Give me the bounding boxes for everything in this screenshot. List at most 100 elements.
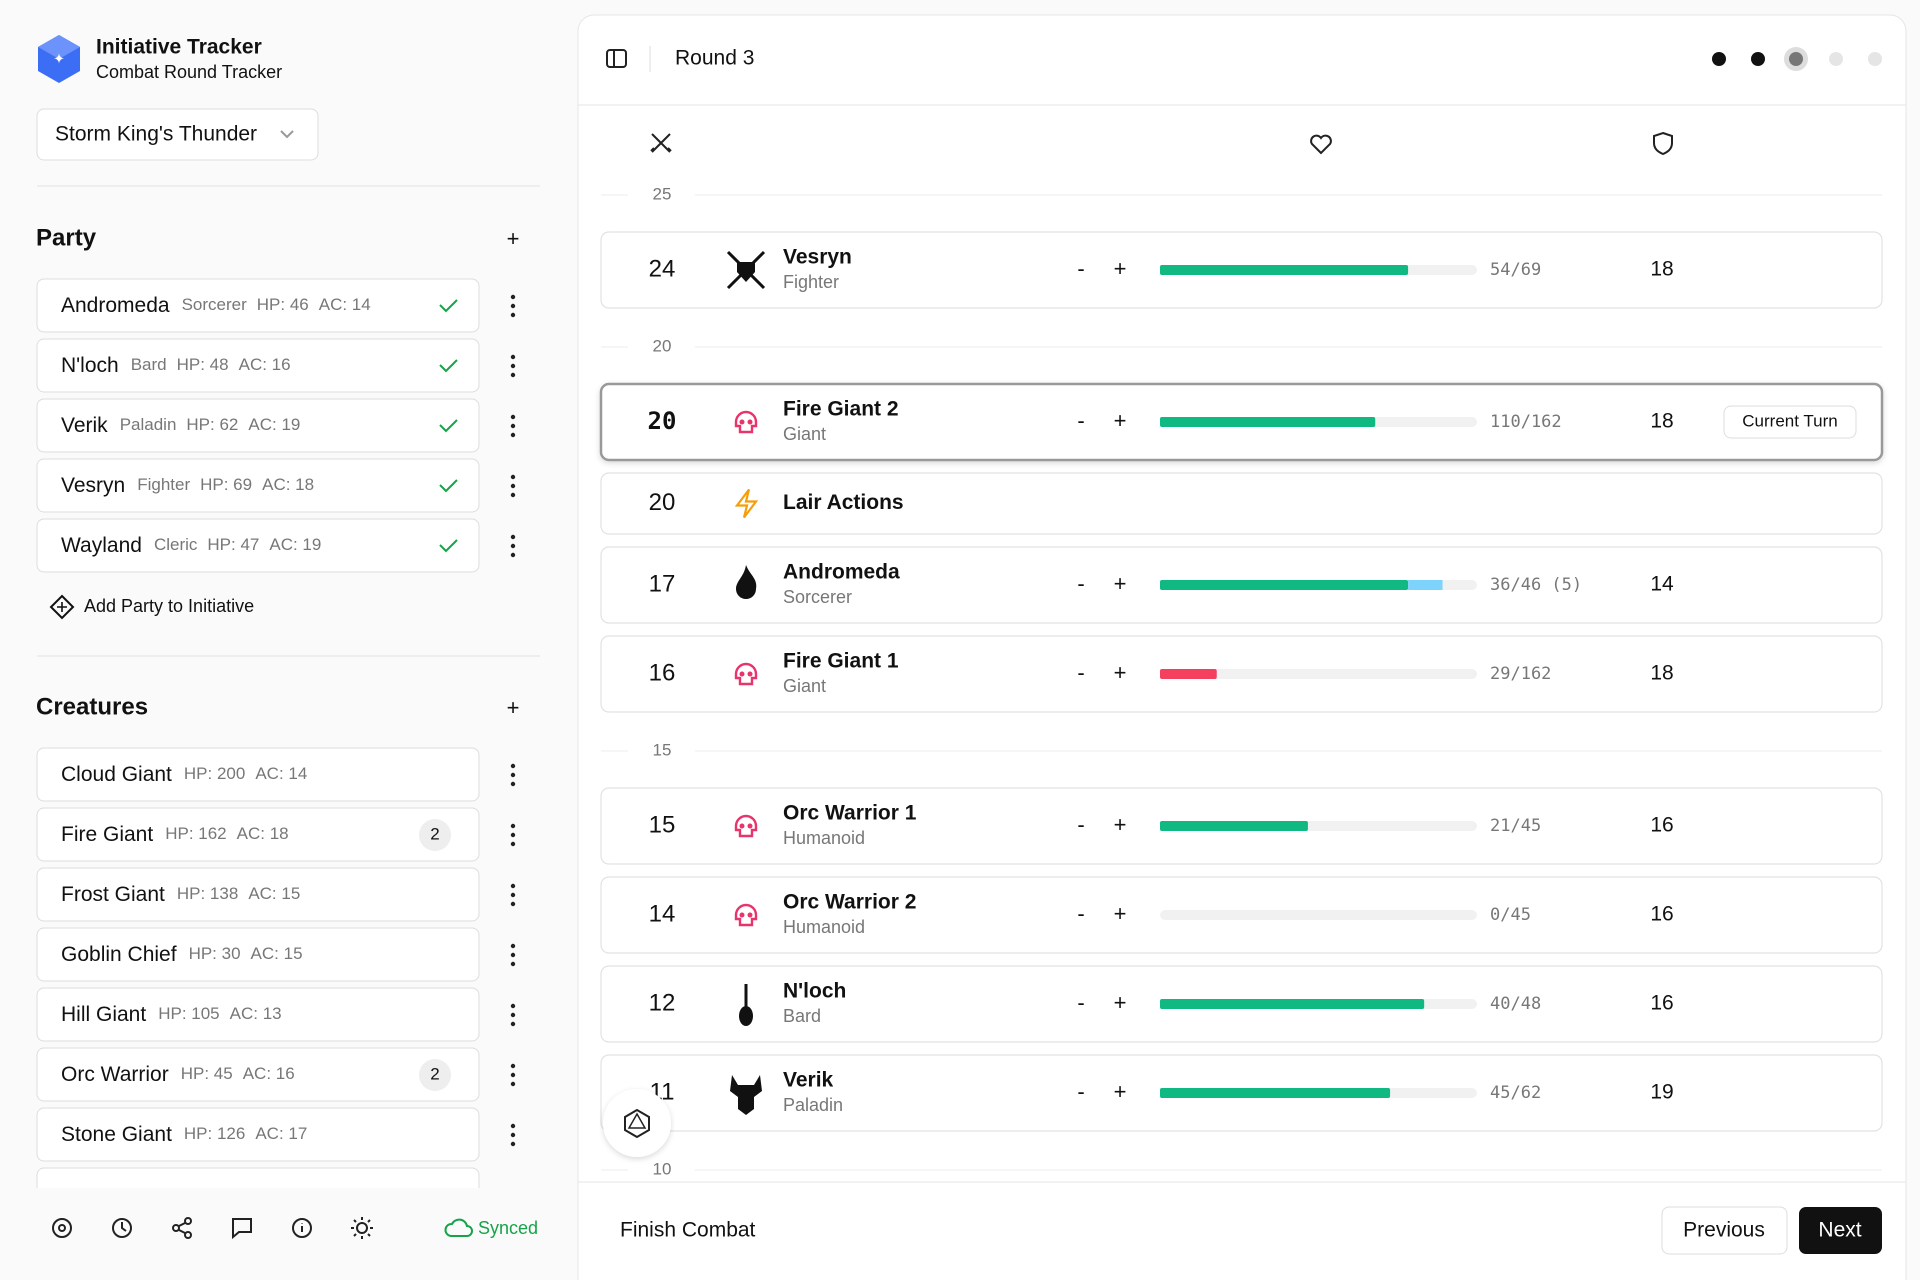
damage-button[interactable]: - [1077,901,1084,926]
card [36,458,480,513]
card [36,927,480,982]
previous-label: Previous [1683,1219,1765,1242]
row-name: Verik [783,1069,834,1092]
initiative-row[interactable]: 20 Lair Actions [600,472,1883,535]
card-name: Cloud Giant [61,763,172,786]
eye [747,823,753,829]
chat-button[interactable] [232,1218,252,1240]
hp-bar [1160,821,1308,831]
hp-track [1160,669,1477,679]
damage-button[interactable]: - [1077,256,1084,281]
damage-button[interactable]: - [1077,1079,1084,1104]
card-name: Vesryn [61,474,125,497]
theme-button[interactable] [356,1222,368,1234]
initiative-row[interactable]: 14 Orc Warrior 2 Humanoid - +0/45 16 [600,876,1883,954]
initiative-row[interactable]: 24 Vesryn Fighter - +54/69 18 [600,231,1883,309]
hp-bar [1160,999,1425,1009]
sidebar-toggle[interactable] [606,49,627,68]
card-ac: AC: 16 [243,1064,295,1083]
hp-label: 36/46 (5) [1490,575,1582,595]
initiative-row[interactable]: 12 N'loch Bard - +40/48 16 [600,965,1883,1043]
more-button[interactable] [510,414,516,438]
row-name: Lair Actions [783,491,904,514]
initiative-row[interactable]: 20 Fire Giant 2 Giant - +110/162 18 Current Tu… [599,382,1884,462]
more-button[interactable] [510,354,516,378]
dot [510,543,516,549]
damage-button[interactable]: - [1077,812,1084,837]
settings-button[interactable] [52,1218,72,1238]
more-button[interactable] [510,1003,516,1027]
card-name: Fire Giant [61,823,153,846]
heal-button[interactable]: + [1114,256,1127,281]
more-button[interactable] [510,294,516,318]
card-name: Verik [61,414,108,437]
hp-label: 54/69 [1490,260,1541,280]
more-button[interactable] [510,534,516,558]
dot [510,354,516,360]
skull-icon [734,903,758,927]
damage-button[interactable]: - [1077,990,1084,1015]
bolt-icon [734,488,759,519]
dot [510,772,516,778]
initiative: 20 [649,489,676,516]
card-class: Fighter [137,475,190,494]
card-name: Andromeda [61,294,170,317]
add-party-link[interactable]: Add Party to Initiative [84,596,254,616]
initiative-row[interactable]: 15 Orc Warrior 1 Humanoid - +21/45 16 [600,787,1883,865]
info-button[interactable] [292,1218,312,1238]
more-button[interactable] [510,943,516,967]
card-ac: AC: 17 [255,1124,307,1143]
campaign-dropdown[interactable] [36,108,319,161]
more-button[interactable] [510,1123,516,1147]
more-button[interactable] [510,823,516,847]
card-hp: HP: 47 [207,535,259,554]
card-ac: AC: 15 [251,944,303,963]
more-button[interactable] [510,474,516,498]
heal-button[interactable]: + [1114,660,1127,685]
more-button[interactable] [510,1063,516,1087]
initiative-row[interactable]: 17 Andromeda Sorcerer - +36/46 (5) 14 [600,546,1883,624]
round-dots [1712,47,1882,71]
eye [739,419,745,425]
initiative: 12 [649,989,676,1016]
current-turn-label: Current Turn [1742,411,1837,430]
heal-button[interactable]: + [1114,408,1127,433]
card-text: Verik Paladin HP: 62 AC: 19 [61,414,300,437]
dot [510,1012,516,1018]
finish-combat-button[interactable]: Finish Combat [620,1219,756,1242]
add-party-button[interactable]: + [507,226,520,251]
heal-button[interactable]: + [1114,901,1127,926]
add-creature-button[interactable]: + [507,695,520,720]
armor-class: 16 [1650,814,1673,837]
damage-button[interactable]: - [1077,571,1084,596]
damage-button[interactable]: - [1077,660,1084,685]
initiative: 15 [649,811,676,838]
initiative-list: 25 24 Vesryn Fighter - +54/69 18 20 20 Fire Giant… [599,184,1884,1178]
heal-button[interactable]: + [1114,1079,1127,1104]
heal-button[interactable]: + [1114,571,1127,596]
dot [510,1072,516,1078]
card-ac: AC: 16 [239,355,291,374]
heal-button[interactable]: + [1114,812,1127,837]
initiative-row[interactable]: 16 Fire Giant 1 Giant - +29/162 18 [600,635,1883,713]
more-button[interactable] [510,883,516,907]
next-button[interactable] [1799,1207,1882,1254]
hp-bar [1160,669,1217,679]
heal-button[interactable]: + [1114,990,1127,1015]
hp-bar [1160,265,1409,275]
party-list: Andromeda Sorcerer HP: 46 AC: 14 N'loch Bard H… [36,278,516,573]
initiative: 17 [649,570,676,597]
history-button[interactable] [112,1218,132,1238]
damage-button[interactable]: - [1077,408,1084,433]
row-type: Fighter [783,272,839,292]
previous-button[interactable] [1661,1206,1788,1255]
card-name: Frost Giant [61,883,165,906]
more-button[interactable] [510,763,516,787]
initiative: 24 [649,255,676,282]
dot [510,534,516,540]
dice-button[interactable] [603,1089,671,1157]
card-text: Vesryn Fighter HP: 69 AC: 18 [61,474,314,497]
share-button[interactable] [172,1217,192,1239]
card-text: N'loch Bard HP: 48 AC: 16 [61,354,291,377]
